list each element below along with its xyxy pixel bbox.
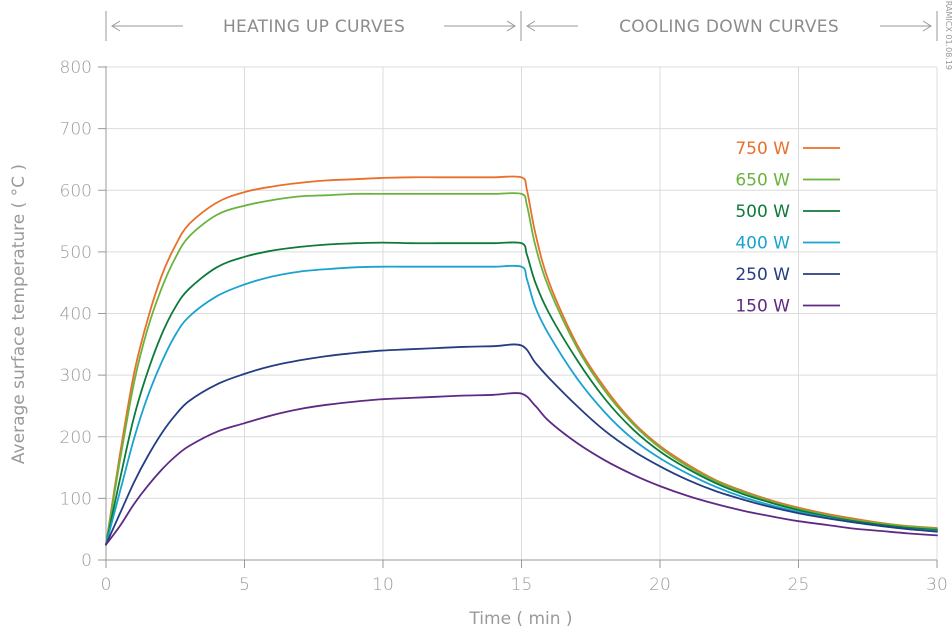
y-tick-label-500: 500 (60, 243, 92, 263)
y-tick-label-800: 800 (60, 58, 92, 78)
watermark: CERAMICX 01.08.19 (944, 0, 952, 70)
series-line-400-w (105, 264, 938, 546)
y-tick-label-300: 300 (60, 366, 92, 386)
x-tick-label-15: 15 (511, 575, 533, 595)
legend-label-650-w: 650 W (735, 171, 790, 191)
series-line-500-w (105, 241, 938, 546)
y-tick-labels: 0 100 200 300 400 500 600 700 800 (60, 58, 92, 571)
x-tick-label-5: 5 (239, 575, 250, 595)
y-tick-label-600: 600 (60, 181, 92, 201)
x-tick-label-0: 0 (101, 575, 112, 595)
x-axis-title: Time ( min ) (468, 609, 572, 629)
y-tick-label-0: 0 (81, 551, 92, 571)
series-line-650-w (105, 192, 938, 546)
y-axis-title: Average surface temperature ( °C ) (9, 164, 29, 464)
series-lines (105, 175, 938, 546)
x-tick-label-10: 10 (372, 575, 394, 595)
legend: 750 W 650 W 500 W 400 W 250 W 150 W (735, 139, 840, 317)
cooling-label: COOLING DOWN CURVES (619, 17, 839, 37)
header: HEATING UP CURVES COOLING DOWN CURVES (105, 11, 938, 41)
legend-label-750-w: 750 W (735, 139, 790, 159)
cooling-arrow-left (526, 20, 578, 32)
legend-label-150-w: 150 W (735, 297, 790, 317)
x-tick-label-20: 20 (649, 575, 671, 595)
y-tick-label-100: 100 (60, 489, 92, 509)
x-tick-label-25: 25 (788, 575, 810, 595)
grid (106, 66, 938, 560)
legend-label-400-w: 400 W (735, 234, 790, 254)
legend-label-500-w: 500 W (735, 202, 790, 222)
y-tick-label-700: 700 (60, 120, 92, 140)
x-tick-labels: 0 5 10 15 20 25 30 (101, 575, 948, 595)
series-line-250-w (105, 343, 938, 546)
heating-arrow-right (444, 20, 516, 32)
y-tick-label-400: 400 (60, 305, 92, 325)
x-tick-label-30: 30 (926, 575, 948, 595)
heating-label: HEATING UP CURVES (223, 17, 405, 37)
heating-arrow-left (111, 20, 183, 32)
series-line-750-w (105, 175, 938, 546)
cooling-arrow-right (880, 20, 932, 32)
legend-label-250-w: 250 W (735, 265, 790, 285)
axes (98, 66, 938, 568)
series-line-150-w (105, 392, 938, 546)
y-tick-label-200: 200 (60, 428, 92, 448)
